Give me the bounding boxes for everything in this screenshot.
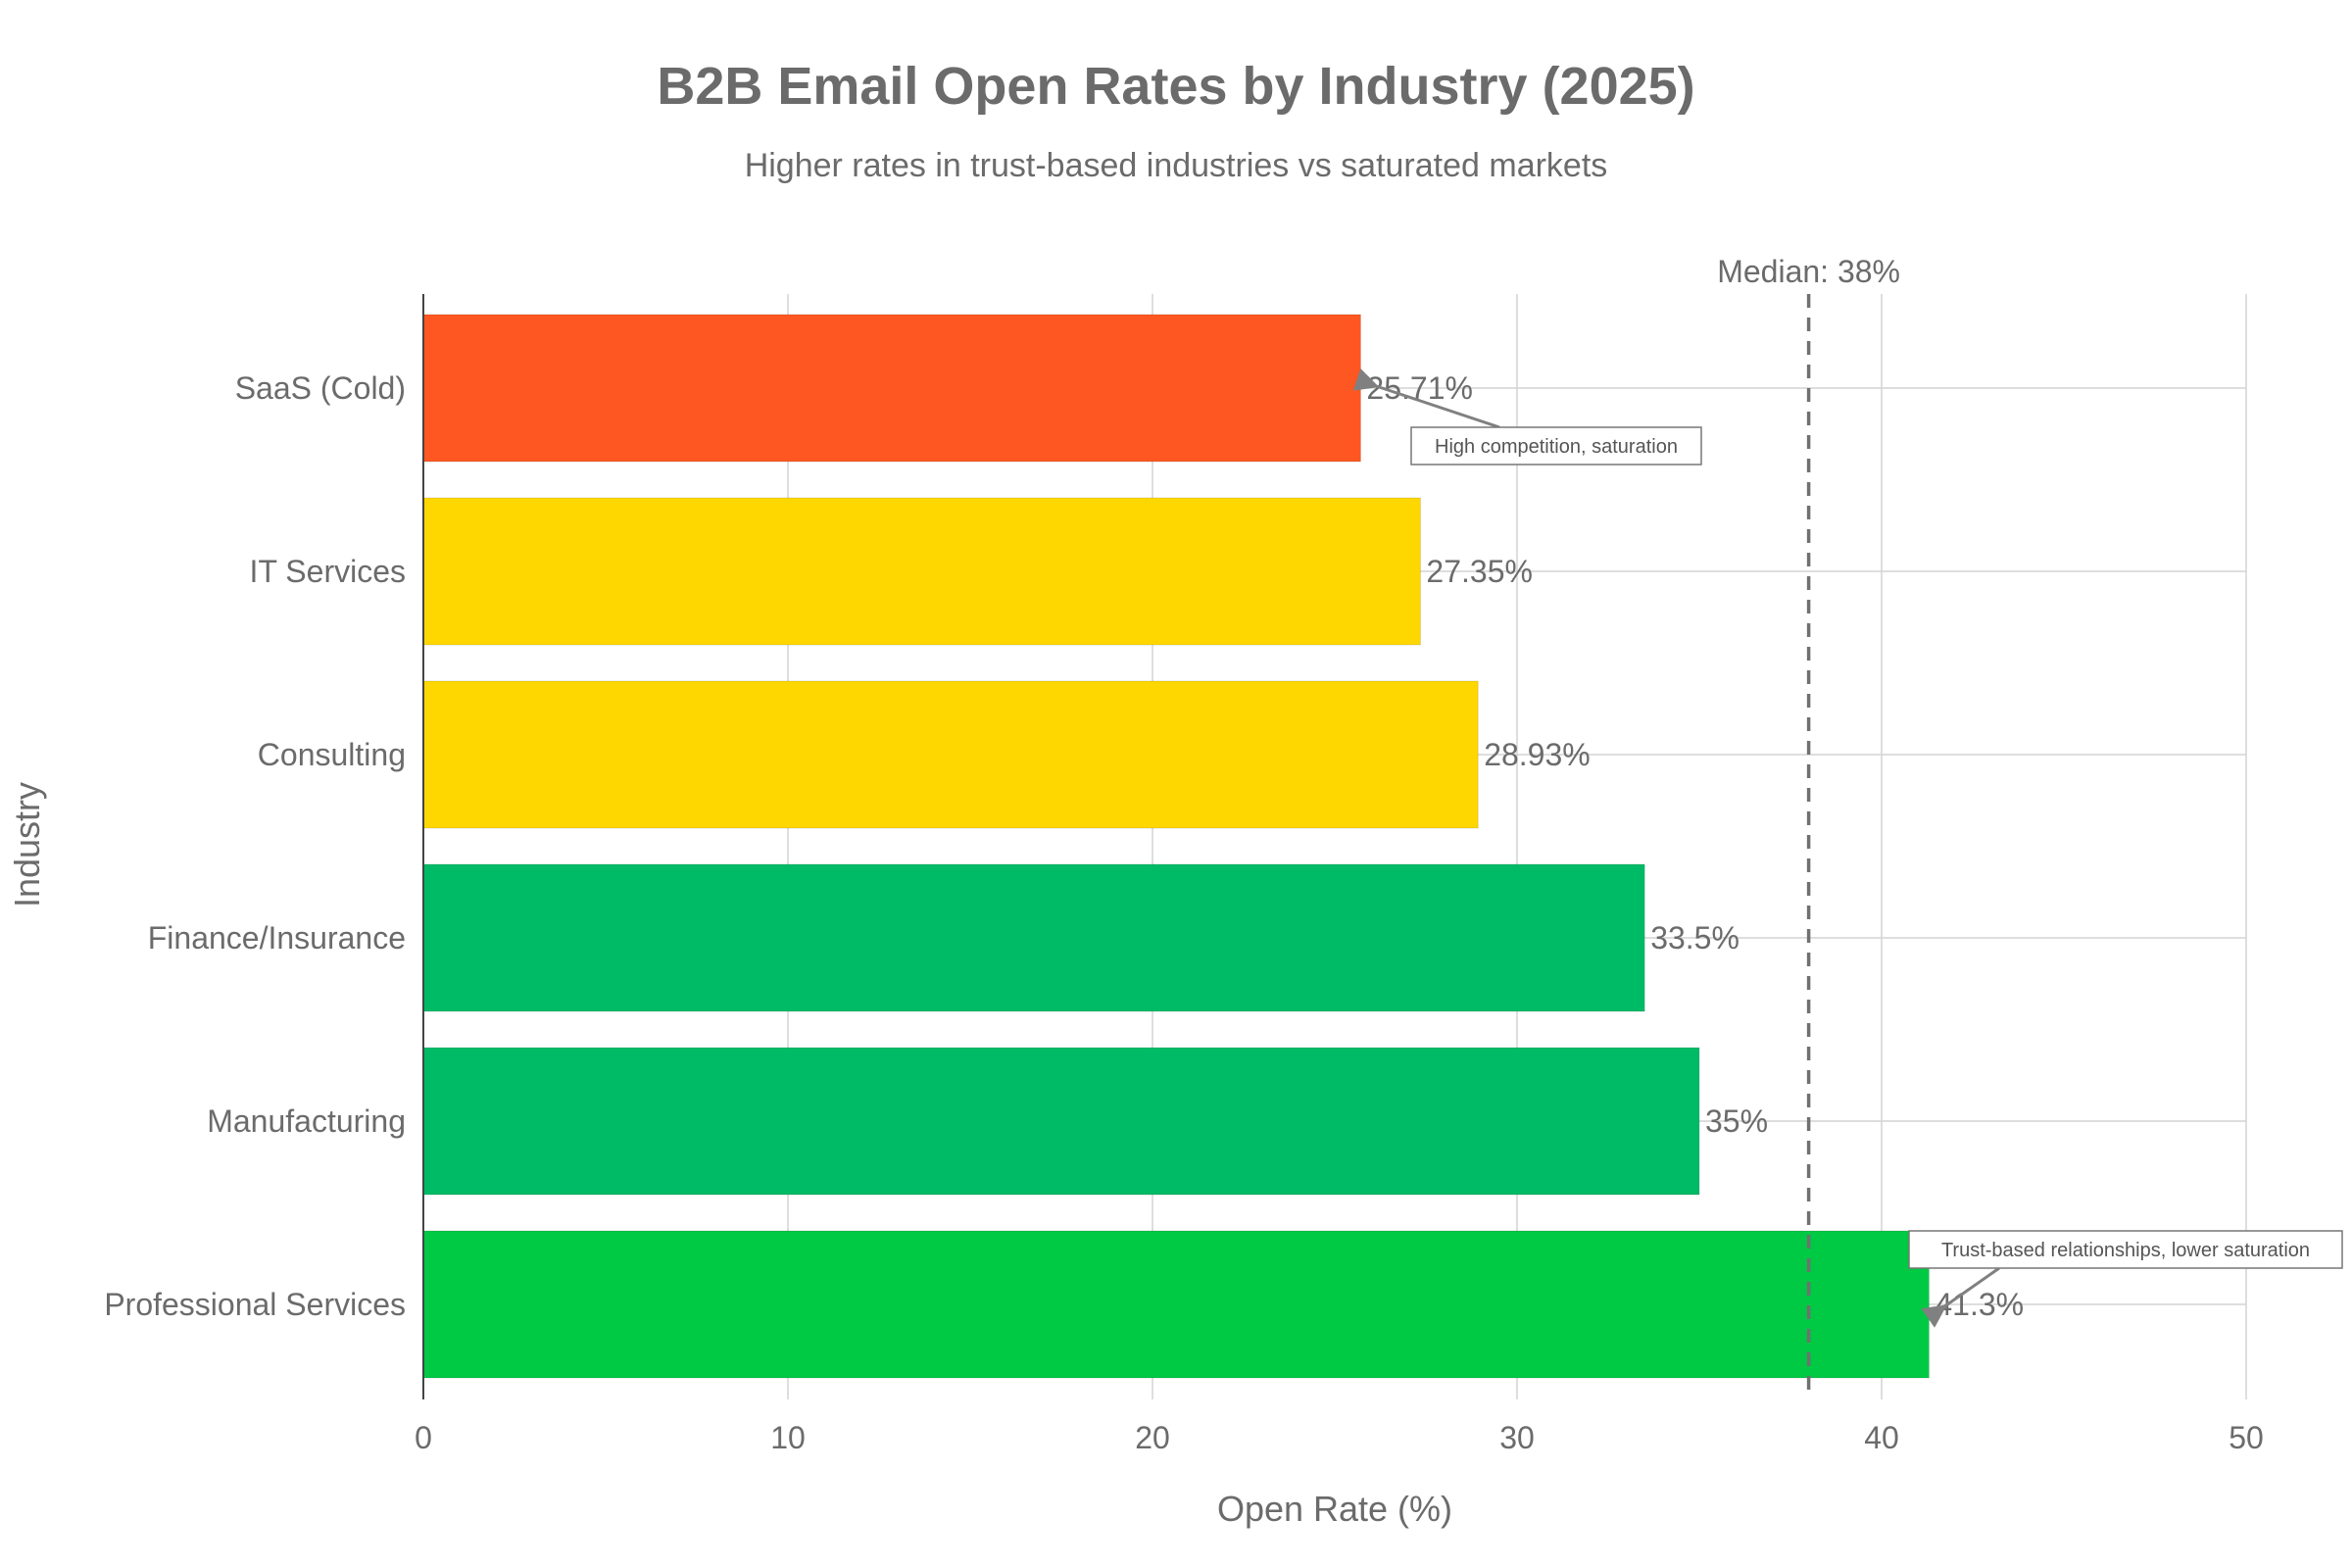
y-tick-label: SaaS (Cold) — [235, 370, 406, 406]
bar-saas-cold — [422, 314, 1361, 463]
bar-it-services — [422, 497, 1421, 646]
chart-title: B2B Email Open Rates by Industry (2025) — [657, 57, 1694, 116]
reference-line-group: Median: 38% — [1717, 254, 1900, 1399]
annotation-arrow — [1352, 368, 1500, 429]
bar-professional-services — [422, 1230, 1930, 1379]
data-label: 28.93% — [1484, 737, 1591, 772]
annotation-text: Trust-based relationships, lower saturat… — [1941, 1240, 2310, 1261]
bar-finance-insurance — [422, 863, 1645, 1012]
x-tick-label: 50 — [2229, 1420, 2264, 1455]
data-label: 35% — [1705, 1103, 1768, 1139]
y-tick-label: Manufacturing — [207, 1103, 406, 1139]
annotation-text: High competition, saturation — [1435, 436, 1678, 458]
annotation-arrow — [1921, 1266, 2000, 1328]
bar-manufacturing — [422, 1047, 1700, 1196]
y-tick-label: IT Services — [250, 554, 406, 589]
data-label: 33.5% — [1650, 920, 1740, 956]
y-tick-label: Consulting — [258, 737, 406, 772]
y-axis-title: Industry — [7, 782, 47, 907]
x-tick-label: 10 — [770, 1420, 806, 1455]
annotation-box — [1908, 1230, 2343, 1269]
chart-subtitle: Higher rates in trust-based industries v… — [745, 147, 1608, 184]
x-axis-title: Open Rate (%) — [1217, 1489, 1452, 1529]
data-label: 27.35% — [1426, 554, 1533, 589]
x-tick-label: 30 — [1499, 1420, 1535, 1455]
y-tick-label: Professional Services — [104, 1287, 406, 1322]
x-tick-label: 20 — [1135, 1420, 1170, 1455]
median-label: Median: 38% — [1717, 254, 1900, 289]
annotations: High competition, saturation Trust-based … — [1352, 368, 2343, 1328]
annotation-box — [1410, 426, 1702, 466]
bars — [422, 314, 1930, 1379]
bar-consulting — [422, 680, 1479, 829]
x-tick-label: 0 — [415, 1420, 432, 1455]
axes: 0 10 20 30 40 50 SaaS (Cold) IT Services Consult… — [104, 294, 2264, 1455]
y-tick-label: Finance/Insurance — [148, 920, 406, 956]
x-tick-label: 40 — [1864, 1420, 1899, 1455]
